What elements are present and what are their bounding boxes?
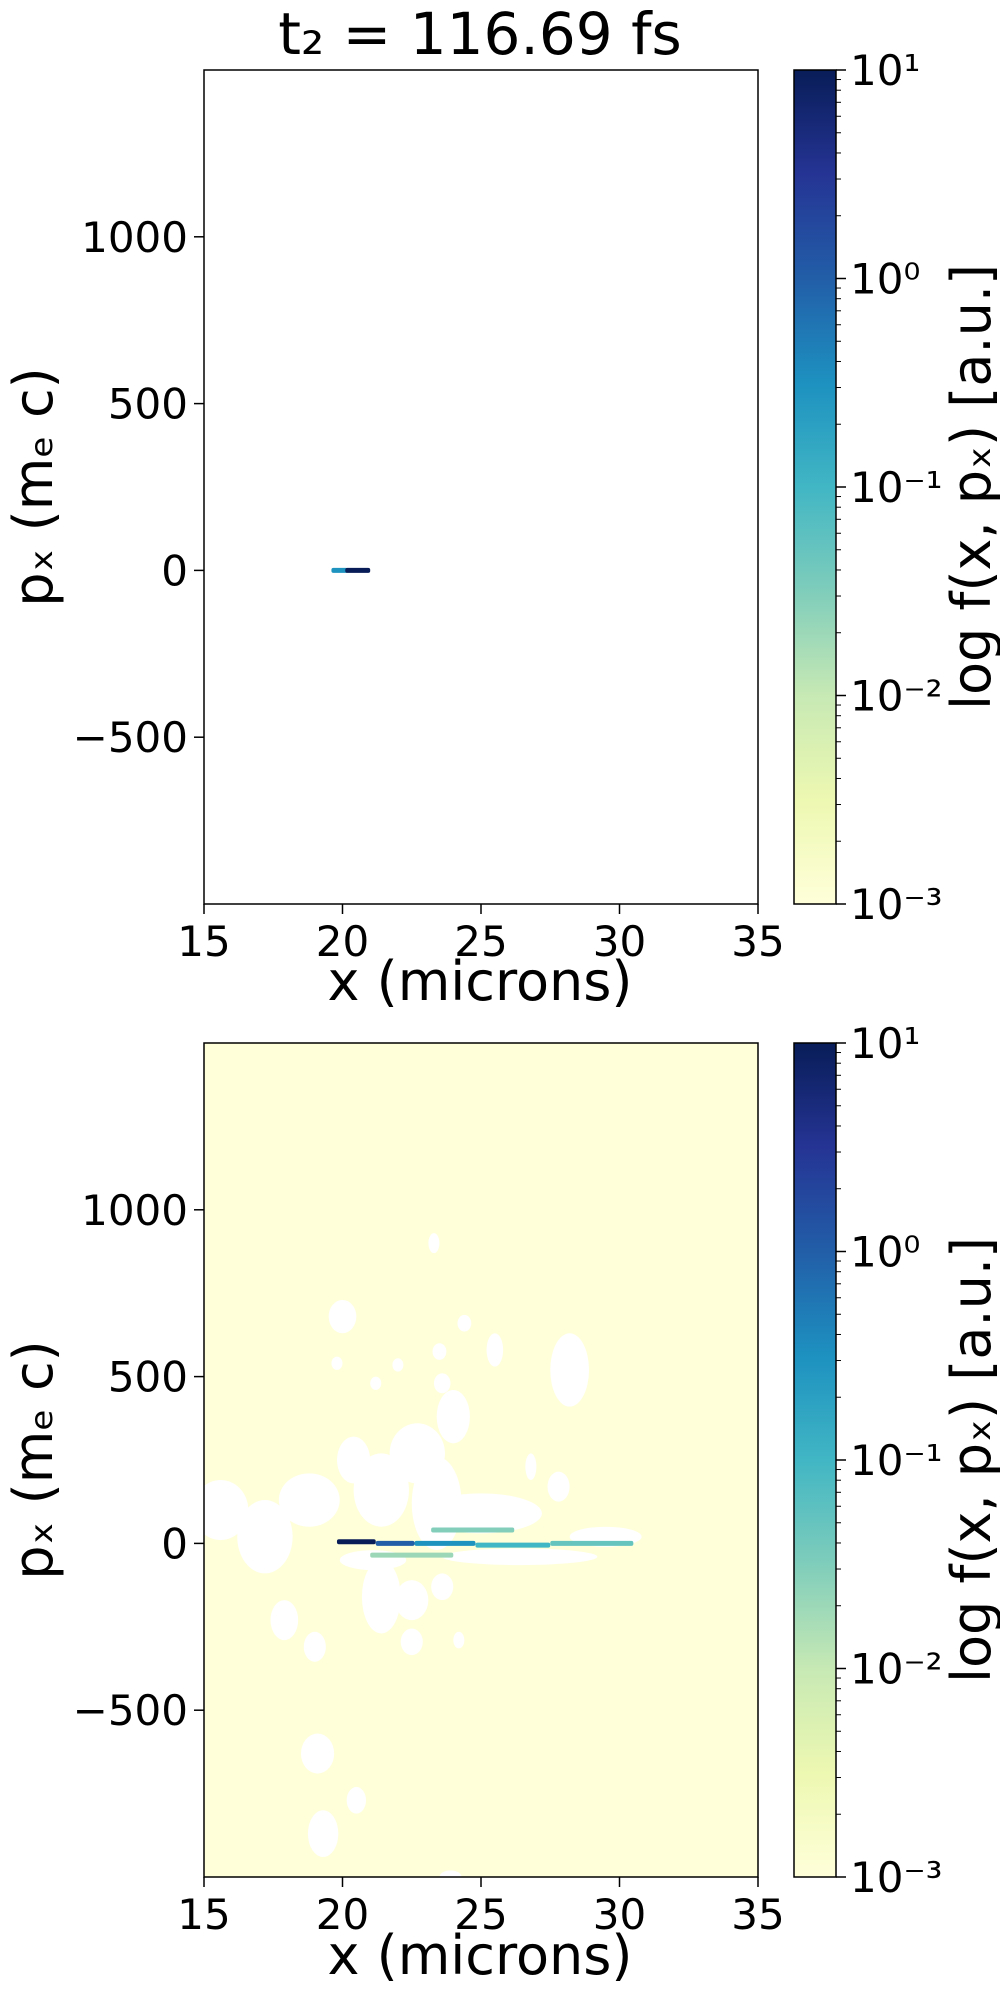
y-axis-label-top: pₓ (mₑ c): [2, 367, 65, 607]
empty-region: [525, 1453, 537, 1481]
density-streak: [345, 567, 371, 573]
y-tick-label: 500: [108, 1353, 188, 1402]
density-streak: [331, 567, 349, 573]
y-axis-bottom: −500 0 500 1000: [73, 1186, 204, 1735]
density-streak: [475, 1542, 551, 1548]
x-axis-label-bottom: x (microns): [328, 1924, 633, 1987]
x-axis-label-top: x (microns): [328, 950, 633, 1013]
empty-region: [436, 1389, 470, 1444]
colorbar-ticks-bottom: 10¹ 10⁰ 10⁻¹ 10⁻² 10⁻³: [836, 1019, 942, 1902]
y-axis-top: −500 0 500 1000: [73, 213, 204, 762]
empty-region: [439, 1870, 462, 1877]
x-tick-label: 20: [316, 1890, 369, 1939]
colorbar-ticks-top: 10¹ 10⁰ 10⁻¹ 10⁻² 10⁻³: [836, 46, 942, 929]
y-tick-label: 0: [161, 1519, 188, 1568]
colorbar-tick-label: 10⁻¹: [850, 463, 942, 512]
empty-region: [431, 1573, 454, 1601]
colorbar-tick-label: 10⁻³: [850, 880, 942, 929]
empty-region: [307, 1810, 339, 1857]
empty-region: [547, 1471, 570, 1502]
x-tick-label: 15: [177, 917, 230, 966]
heatmap-top: [331, 567, 371, 573]
empty-region: [331, 1356, 343, 1370]
x-tick-label: 20: [316, 917, 369, 966]
empty-region: [392, 1358, 404, 1372]
y-tick-label: 0: [161, 546, 188, 595]
density-streak: [370, 1552, 454, 1558]
x-tick-label: 25: [454, 917, 507, 966]
empty-region: [428, 1233, 440, 1254]
colorbar-tick-label: 10⁻¹: [850, 1436, 942, 1485]
empty-region: [550, 1333, 590, 1407]
empty-region: [346, 1786, 367, 1814]
colorbar-label-top: log f(x, pₓ) [a.u.]: [940, 264, 1000, 710]
density-streak: [550, 1540, 634, 1546]
x-tick-label: 35: [731, 917, 784, 966]
empty-region: [453, 1631, 465, 1649]
empty-region: [400, 1628, 423, 1656]
colorbar-tick-label: 10¹: [850, 1019, 920, 1068]
colorbar-tick-label: 10⁰: [850, 255, 920, 304]
empty-region: [370, 1376, 382, 1390]
x-tick-label: 25: [454, 1890, 507, 1939]
density-streak: [414, 1540, 476, 1546]
x-tick-label: 30: [593, 917, 646, 966]
colorbar-tick-label: 10⁰: [850, 1228, 920, 1277]
empty-region: [278, 1473, 340, 1527]
panel-top: 15 20 25 30 35 −500 0 500 1000 x (microns) pₓ (…: [2, 46, 1000, 1013]
y-tick-label: 500: [108, 380, 188, 429]
empty-region: [237, 1500, 293, 1574]
colorbar-top: [793, 69, 837, 905]
y-tick-label: −500: [73, 713, 188, 762]
plot-frame-top: [203, 69, 759, 905]
density-streak: [431, 1527, 515, 1533]
empty-region: [486, 1333, 504, 1367]
heatmap-bottom: [204, 1043, 758, 1877]
colorbar-tick-label: 10⁻²: [850, 1645, 942, 1694]
colorbar-tick-label: 10⁻³: [850, 1853, 942, 1902]
density-streak: [375, 1540, 415, 1546]
empty-region: [361, 1560, 401, 1634]
empty-region: [328, 1299, 357, 1334]
y-tick-label: −500: [73, 1686, 188, 1735]
empty-region: [433, 1373, 451, 1394]
colorbar-tick-label: 10¹: [850, 46, 920, 95]
colorbar-label-bottom: log f(x, pₓ) [a.u.]: [940, 1237, 1000, 1683]
x-axis-bottom: 15 20 25 30 35: [177, 1877, 785, 1939]
colorbar-tick-label: 10⁻²: [850, 672, 942, 721]
empty-region: [303, 1631, 326, 1662]
x-axis-top: 15 20 25 30 35: [177, 904, 785, 966]
empty-region: [395, 1580, 429, 1621]
y-tick-label: 1000: [81, 213, 188, 262]
y-tick-label: 1000: [81, 1186, 188, 1235]
empty-region: [300, 1733, 335, 1774]
figure-title: t₂ = 116.69 fs: [278, 0, 681, 68]
y-axis-label-bottom: pₓ (mₑ c): [2, 1340, 65, 1580]
empty-region: [457, 1314, 472, 1332]
density-streak: [336, 1539, 376, 1545]
empty-region: [270, 1600, 299, 1641]
empty-region: [353, 1453, 409, 1527]
x-tick-label: 30: [593, 1890, 646, 1939]
empty-region: [420, 1493, 542, 1534]
colorbar-bottom: [793, 1042, 837, 1878]
x-tick-label: 35: [731, 1890, 784, 1939]
heatmap-background: [204, 1043, 758, 1877]
empty-region: [442, 1548, 598, 1566]
panel-bottom: 15 20 25 30 35 −500 0 500 1000 x (microns) pₓ (…: [2, 1019, 1000, 1987]
empty-region: [432, 1343, 447, 1360]
empty-region: [204, 1480, 249, 1541]
x-tick-label: 15: [177, 1890, 230, 1939]
